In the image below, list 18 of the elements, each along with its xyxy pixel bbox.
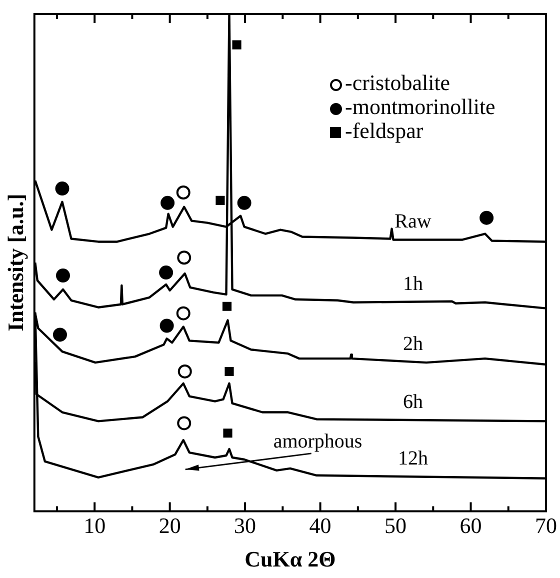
legend-label: -montmorinollite — [345, 94, 496, 119]
legend-label: -cristobalite — [345, 70, 450, 95]
x-tick-label: 30 — [234, 513, 256, 538]
series-label: 12h — [398, 448, 428, 470]
series-label: 2h — [402, 332, 423, 355]
x-tick-label: 70 — [535, 513, 557, 538]
x-tick-label: 50 — [384, 513, 407, 538]
y-axis-title: Intensity [a.u.] — [2, 194, 28, 332]
x-tick-label: 10 — [84, 513, 106, 538]
series-label: 6h — [402, 391, 423, 414]
series-label: Raw — [394, 210, 432, 233]
x-axis-title: CuKα 2Θ — [244, 546, 336, 572]
x-tick-label: 20 — [158, 513, 181, 538]
annotation: amorphous — [273, 430, 362, 452]
x-tick-label: 60 — [460, 513, 482, 538]
x-tick-label: 40 — [309, 513, 332, 538]
series-label: 1h — [402, 272, 423, 295]
legend-label: -feldspar — [345, 118, 424, 143]
